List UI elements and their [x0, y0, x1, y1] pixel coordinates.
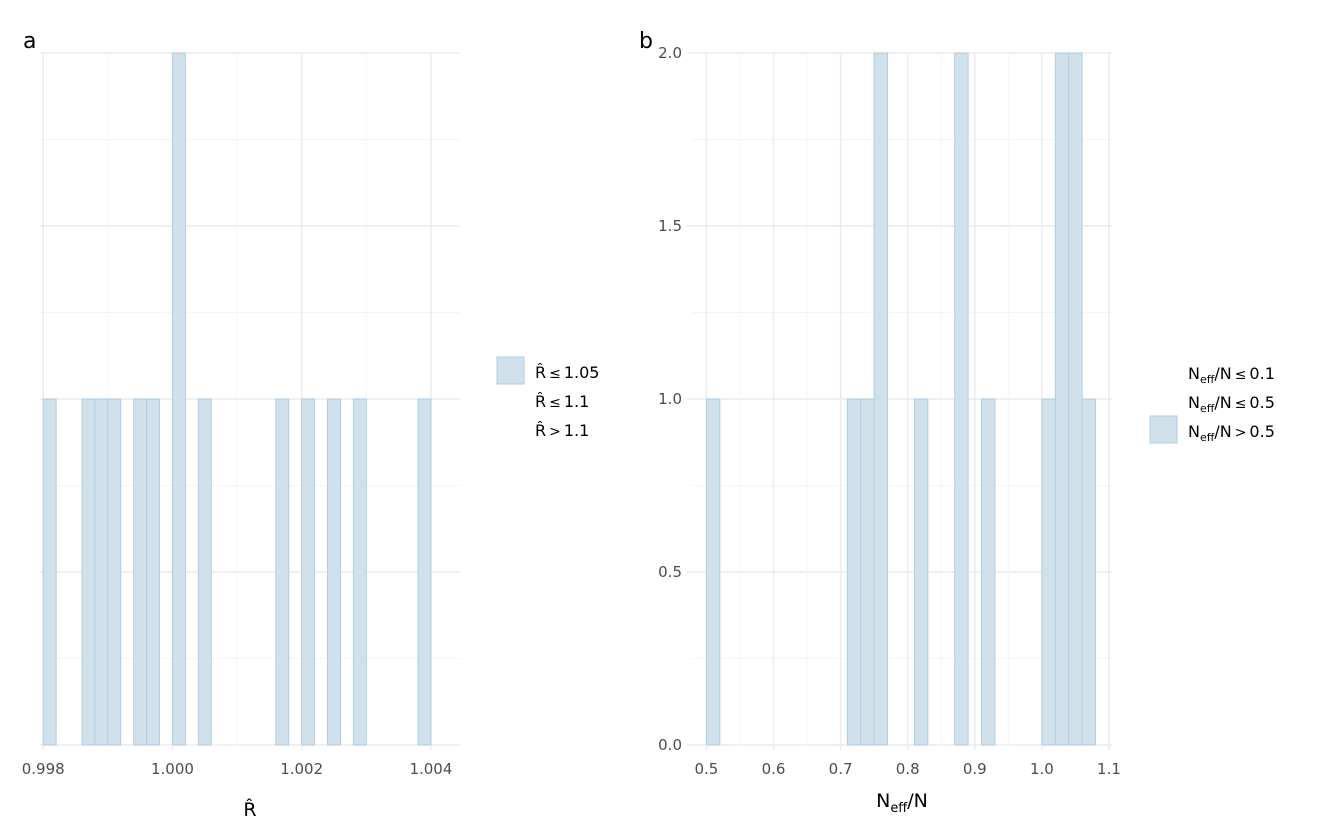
panel-a-bar — [133, 398, 148, 746]
panel-b-bar — [954, 52, 969, 746]
panel-b-x-axis-title: Neff/N — [876, 790, 928, 816]
panel-a-bar — [327, 398, 341, 746]
panel-b-bar — [1041, 398, 1056, 746]
panel-a-bar — [107, 398, 122, 746]
panel-a: 0.998 1.000 1.002 1.004 a R̂ R̂ ≤1.05R̂ ≤1.1R… — [22, 29, 600, 821]
panel-a-bar — [146, 398, 161, 746]
panel-b-legend-label: Neff/N >0.5 — [1188, 422, 1275, 444]
panel-a-bar — [81, 398, 96, 746]
panel-b-bar — [873, 52, 889, 746]
panel-b-x-tick-label: 1.0 — [1030, 760, 1054, 778]
panel-a-bar — [275, 398, 290, 746]
panel-b: 0.5 0.6 0.7 0.8 0.9 1.0 1.1 0.00.51.01.52.0 b … — [639, 29, 1275, 816]
panel-a-x-tick-label: 1.000 — [151, 760, 194, 778]
panel-a-bar — [94, 398, 109, 746]
panel-b-x-tick-label: 0.6 — [762, 760, 786, 778]
panel-a-x-axis-title-text: R̂ — [243, 799, 256, 821]
panel-b-y-tick-label: 0.0 — [658, 736, 682, 754]
panel-a-legend-label: R̂ >1.1 — [535, 421, 589, 440]
panel-b-bar — [1081, 398, 1097, 746]
panel-b-legend-label: Neff/N ≤0.1 — [1188, 364, 1275, 386]
panel-b-x-tick-label: 0.5 — [694, 760, 718, 778]
panel-b-legend: Neff/N ≤0.1 Neff/N ≤0.5 Neff/N >0.5 — [1149, 364, 1275, 444]
panel-a-bar — [417, 398, 432, 746]
panel-b-x-tick-label: 0.8 — [896, 760, 920, 778]
panel-b-legend-label: Neff/N ≤0.5 — [1188, 393, 1275, 415]
panel-b-y-tick-label: 1.0 — [658, 390, 682, 408]
panel-a-x-tick-label: 0.998 — [22, 760, 65, 778]
panel-b-y-ticks: 0.0 0.5 1.0 1.5 2.0 — [658, 44, 692, 754]
panel-b-legend-swatch — [1149, 415, 1178, 444]
panel-b-y-tick-label: 0.5 — [658, 563, 682, 581]
panel-b-bar — [846, 398, 862, 746]
panel-b-bars — [705, 52, 1097, 746]
panel-b-y-tick-label: 1.5 — [658, 217, 682, 235]
panel-b-bar — [981, 398, 996, 746]
panel-b-bar — [1054, 52, 1070, 746]
panel-b-x-tick-label: 1.1 — [1097, 760, 1121, 778]
panel-a-bar — [197, 398, 212, 746]
panel-a-bar — [352, 398, 367, 746]
panel-b-bar — [1068, 52, 1083, 746]
panel-a-bar — [301, 398, 316, 746]
panel-b-bar — [913, 398, 929, 746]
panel-b-bar — [860, 398, 875, 746]
panel-a-legend-label: R̂ ≤1.1 — [535, 392, 589, 411]
panel-a-x-tick-label: 1.002 — [280, 760, 323, 778]
panel-a-label: a — [23, 29, 36, 54]
panel-a-legend-swatch — [496, 356, 525, 385]
panel-a-x-ticks: 0.998 1.000 1.002 1.004 — [22, 745, 452, 778]
panel-b-y-tick-label: 2.0 — [658, 44, 682, 62]
panel-a-bars — [42, 52, 432, 746]
panel-b-x-axis-title-rest: /N — [907, 790, 928, 812]
panel-a-x-axis-title: R̂ — [243, 799, 256, 821]
panel-b-x-axis-title-main: N — [876, 790, 890, 812]
panel-b-x-ticks: 0.5 0.6 0.7 0.8 0.9 1.0 1.1 — [694, 745, 1121, 778]
panel-b-x-tick-label: 0.7 — [829, 760, 853, 778]
panel-a-legend: R̂ ≤1.05 R̂ ≤1.1 R̂ >1.1 — [496, 356, 599, 440]
panel-a-x-tick-label: 1.004 — [409, 760, 452, 778]
panel-a-bar — [171, 52, 186, 746]
panel-b-x-axis-title-sub: eff — [890, 801, 908, 816]
panel-a-bar — [42, 398, 57, 746]
panel-b-label: b — [639, 29, 653, 54]
panel-b-bar — [705, 398, 721, 746]
panel-a-legend-label: R̂ ≤1.05 — [535, 363, 599, 382]
panel-b-x-tick-label: 0.9 — [963, 760, 987, 778]
